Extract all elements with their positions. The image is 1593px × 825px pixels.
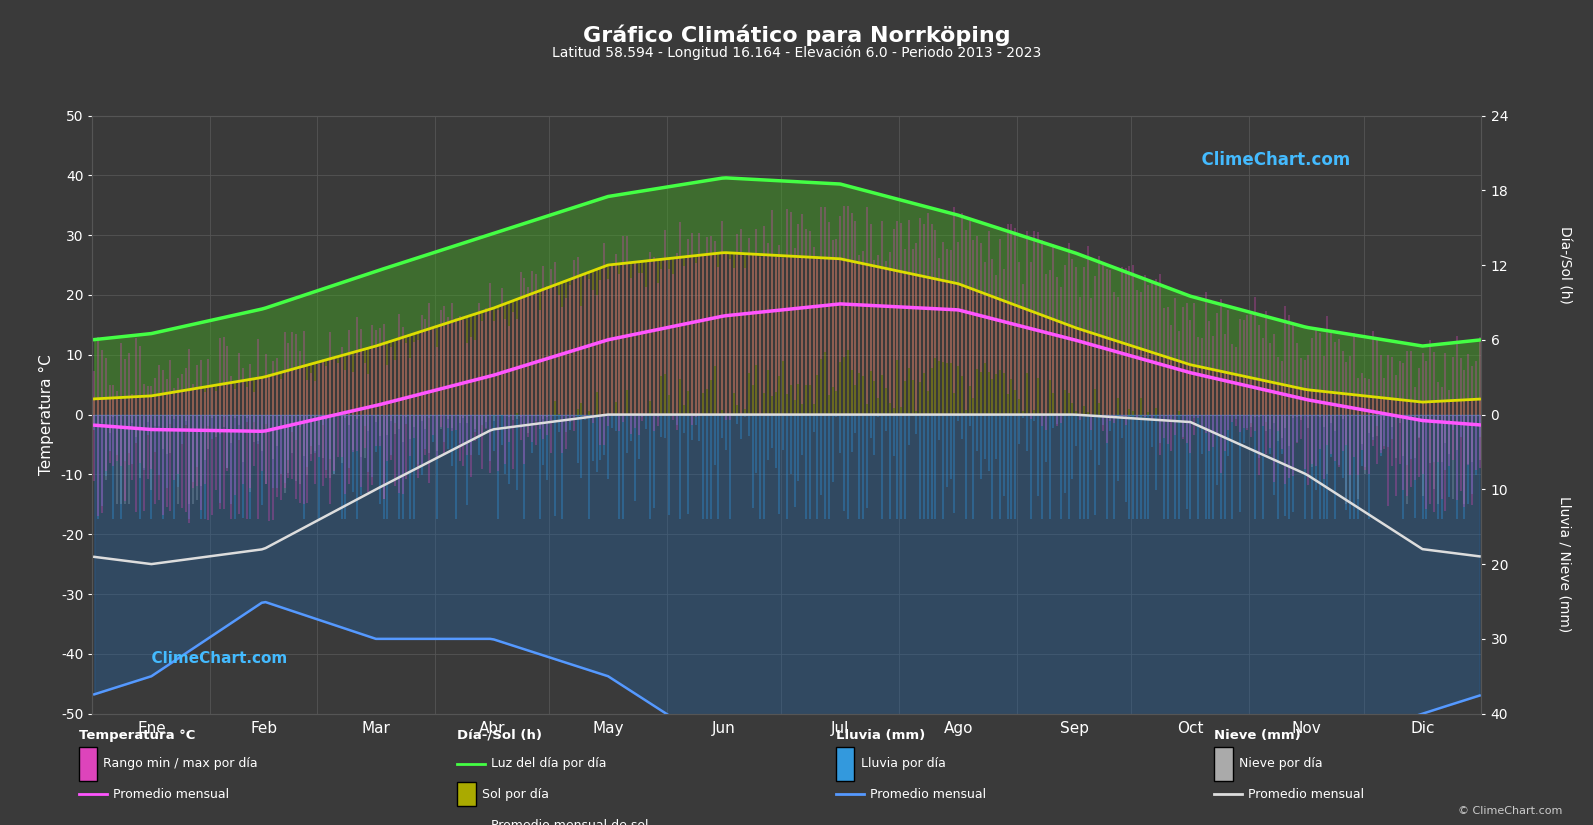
FancyBboxPatch shape bbox=[1214, 747, 1233, 780]
Text: Lluvia (mm): Lluvia (mm) bbox=[836, 729, 926, 742]
FancyBboxPatch shape bbox=[836, 747, 854, 780]
Text: Temperatura °C: Temperatura °C bbox=[78, 729, 194, 742]
Text: Promedio mensual de sol: Promedio mensual de sol bbox=[491, 819, 648, 825]
Text: Latitud 58.594 - Longitud 16.164 - Elevación 6.0 - Periodo 2013 - 2023: Latitud 58.594 - Longitud 16.164 - Eleva… bbox=[551, 45, 1042, 60]
FancyBboxPatch shape bbox=[457, 782, 476, 806]
Text: ClimeChart.com: ClimeChart.com bbox=[1190, 152, 1349, 169]
Text: Luz del día por día: Luz del día por día bbox=[491, 757, 607, 771]
Text: Gráfico Climático para Norrköping: Gráfico Climático para Norrköping bbox=[583, 25, 1010, 46]
Text: Nieve por día: Nieve por día bbox=[1239, 757, 1322, 771]
Y-axis label: Temperatura °C: Temperatura °C bbox=[38, 354, 54, 475]
Text: Lluvia / Nieve (mm): Lluvia / Nieve (mm) bbox=[1558, 496, 1572, 632]
Text: Rango min / max por día: Rango min / max por día bbox=[104, 757, 258, 771]
Text: Sol por día: Sol por día bbox=[483, 788, 550, 801]
Text: Lluvia por día: Lluvia por día bbox=[860, 757, 945, 771]
Text: © ClimeChart.com: © ClimeChart.com bbox=[1458, 806, 1563, 816]
Text: Día-/Sol (h): Día-/Sol (h) bbox=[457, 729, 542, 742]
Text: Promedio mensual: Promedio mensual bbox=[870, 788, 986, 801]
Text: ClimeChart.com: ClimeChart.com bbox=[142, 651, 287, 666]
Text: Nieve (mm): Nieve (mm) bbox=[1214, 729, 1301, 742]
FancyBboxPatch shape bbox=[78, 747, 97, 780]
Text: Promedio mensual: Promedio mensual bbox=[113, 788, 229, 801]
Text: Promedio mensual: Promedio mensual bbox=[1249, 788, 1365, 801]
Text: Día-/Sol (h): Día-/Sol (h) bbox=[1558, 226, 1572, 304]
